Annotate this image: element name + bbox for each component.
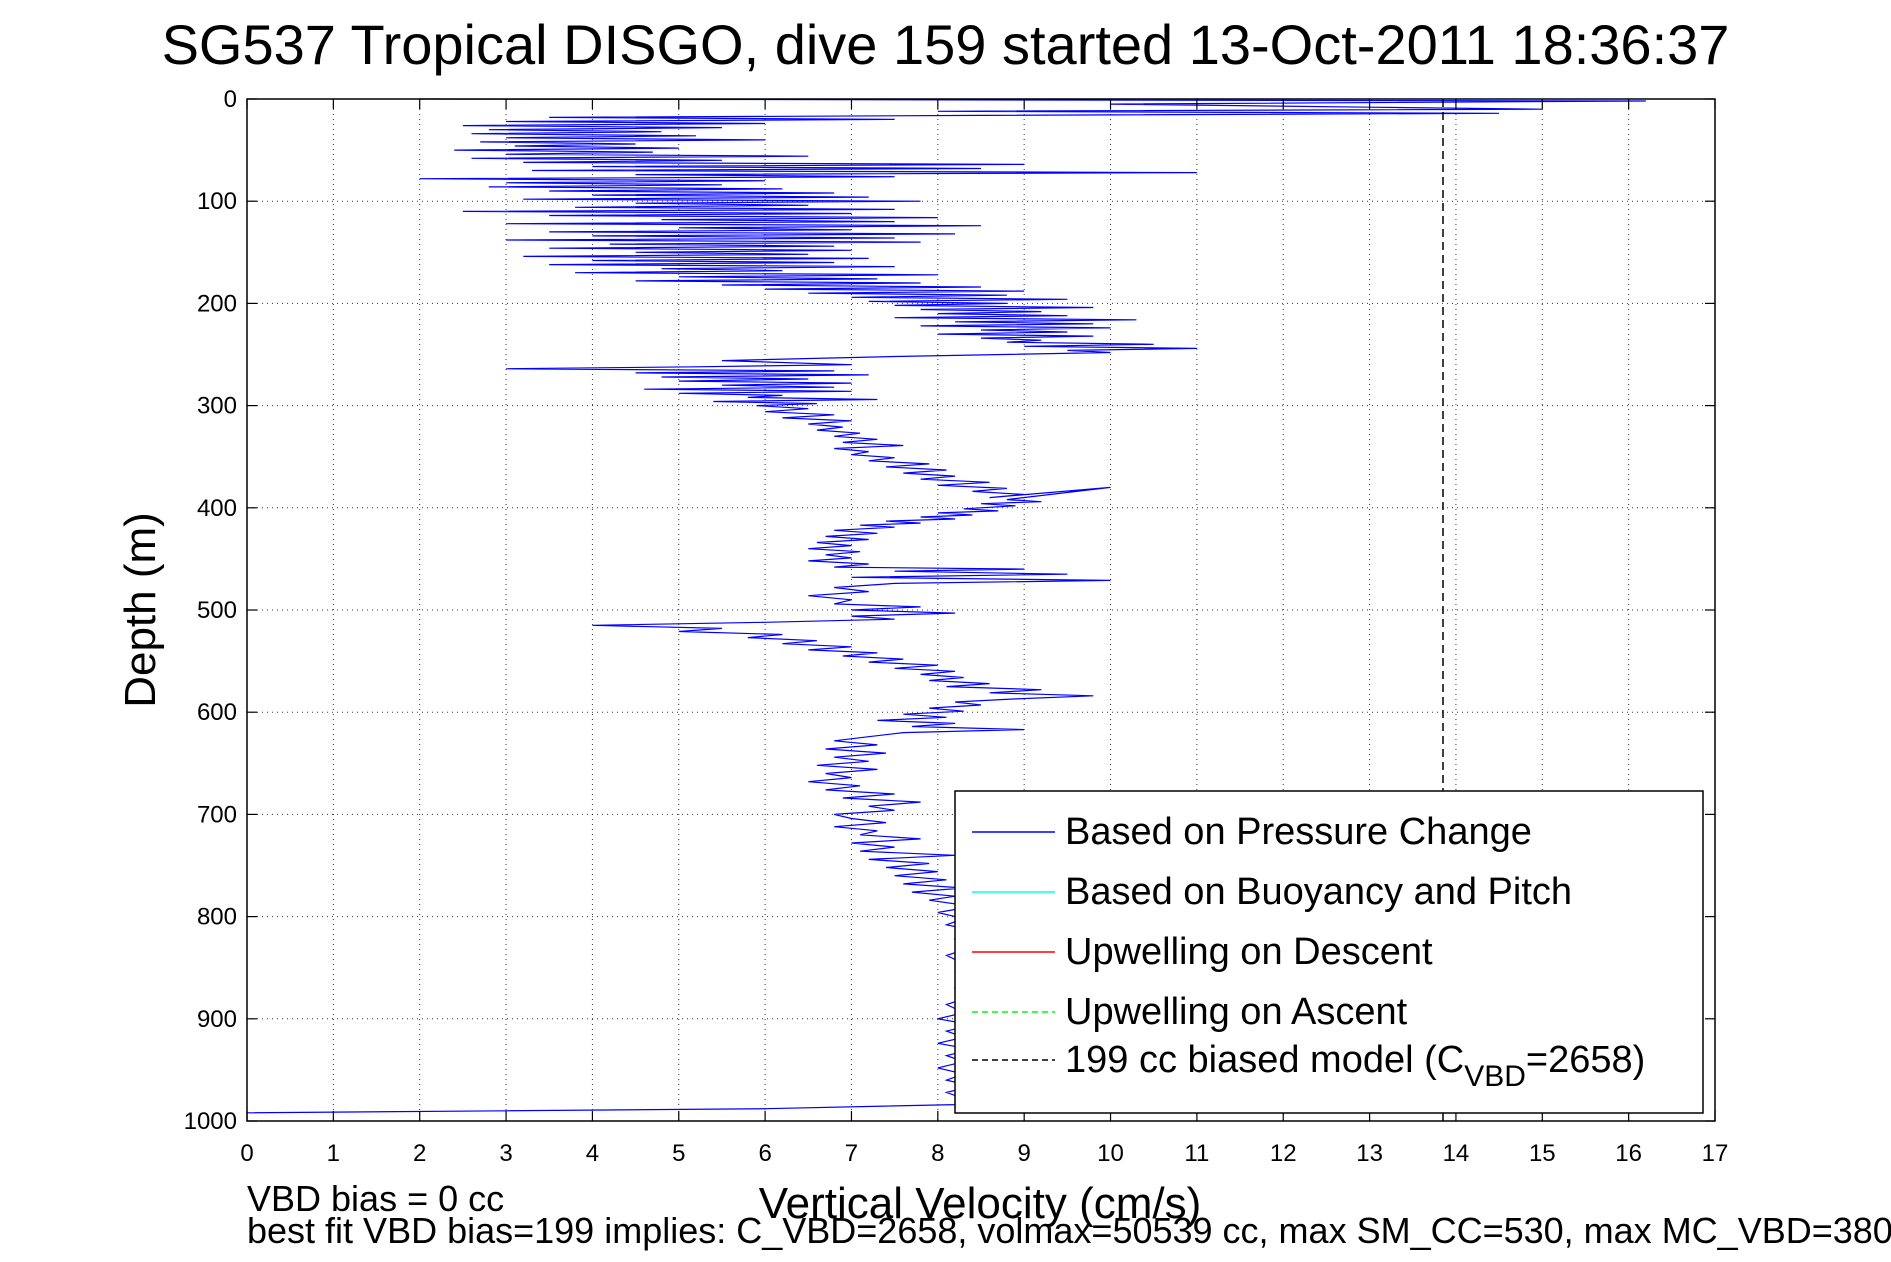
series-line-0	[246, 98, 1646, 1114]
x-tick-label: 17	[1702, 1140, 1729, 1167]
y-tick-label: 600	[197, 699, 237, 726]
y-tick-label: 1000	[184, 1108, 237, 1135]
x-tick-label: 9	[1017, 1140, 1030, 1167]
x-tick-label: 7	[845, 1140, 858, 1167]
legend-entry-3: Upwelling on Ascent	[1065, 991, 1408, 1033]
y-tick-label: 400	[197, 495, 237, 522]
legend-entry-1: Based on Buoyancy and Pitch	[1065, 871, 1572, 913]
y-tick-label: 200	[197, 290, 237, 317]
x-tick-label: 1	[327, 1140, 340, 1167]
x-axis-label: Vertical Velocity (cm/s)	[759, 1179, 1202, 1228]
x-tick-label: 0	[240, 1140, 253, 1167]
y-axis-label: Depth (m)	[116, 512, 165, 708]
x-tick-label: 10	[1097, 1140, 1124, 1167]
y-tick-label: 900	[197, 1006, 237, 1033]
x-tick-label: 8	[931, 1140, 944, 1167]
axes-layer: 0 1 2 3 4 5 6 7 8 9 10 11 12 13 14 15 16 1701002003004005…	[116, 86, 1728, 1228]
x-tick-label: 2	[413, 1140, 426, 1167]
x-tick-label: 15	[1529, 1140, 1556, 1167]
y-tick-label: 100	[197, 188, 237, 215]
x-tick-label: 4	[586, 1140, 599, 1167]
x-tick-label: 11	[1184, 1140, 1209, 1167]
legend-entry-0: Based on Pressure Change	[1065, 811, 1532, 853]
x-tick-label: 3	[499, 1140, 512, 1167]
legend: Based on Pressure Change Based on Buoyanc…	[954, 790, 1704, 1114]
vbd-bias-note: VBD bias = 0 cc	[247, 1178, 505, 1219]
x-tick-label: 13	[1356, 1140, 1383, 1167]
x-tick-label: 14	[1443, 1140, 1470, 1167]
y-tick-label: 500	[197, 597, 237, 624]
legend-box	[954, 790, 1704, 1114]
grid-layer	[247, 99, 1715, 1121]
legend-entry-4: 199 cc biased model (CVBD=2658)	[1065, 1039, 1645, 1093]
y-tick-label: 800	[197, 904, 237, 931]
x-tick-label: 5	[672, 1140, 685, 1167]
y-tick-label: 0	[224, 86, 237, 113]
legend-entry-2: Upwelling on Descent	[1065, 931, 1433, 973]
y-tick-label: 300	[197, 393, 237, 420]
best-fit-note: best fit VBD bias=199 implies: C_VBD=265…	[247, 1210, 1891, 1251]
y-tick-label: 700	[197, 801, 237, 828]
x-tick-label: 6	[758, 1140, 771, 1167]
x-tick-label: 16	[1615, 1140, 1642, 1167]
x-tick-label: 12	[1270, 1140, 1297, 1167]
chart-title: SG537 Tropical DISGO, dive 159 started 1…	[161, 13, 1730, 76]
